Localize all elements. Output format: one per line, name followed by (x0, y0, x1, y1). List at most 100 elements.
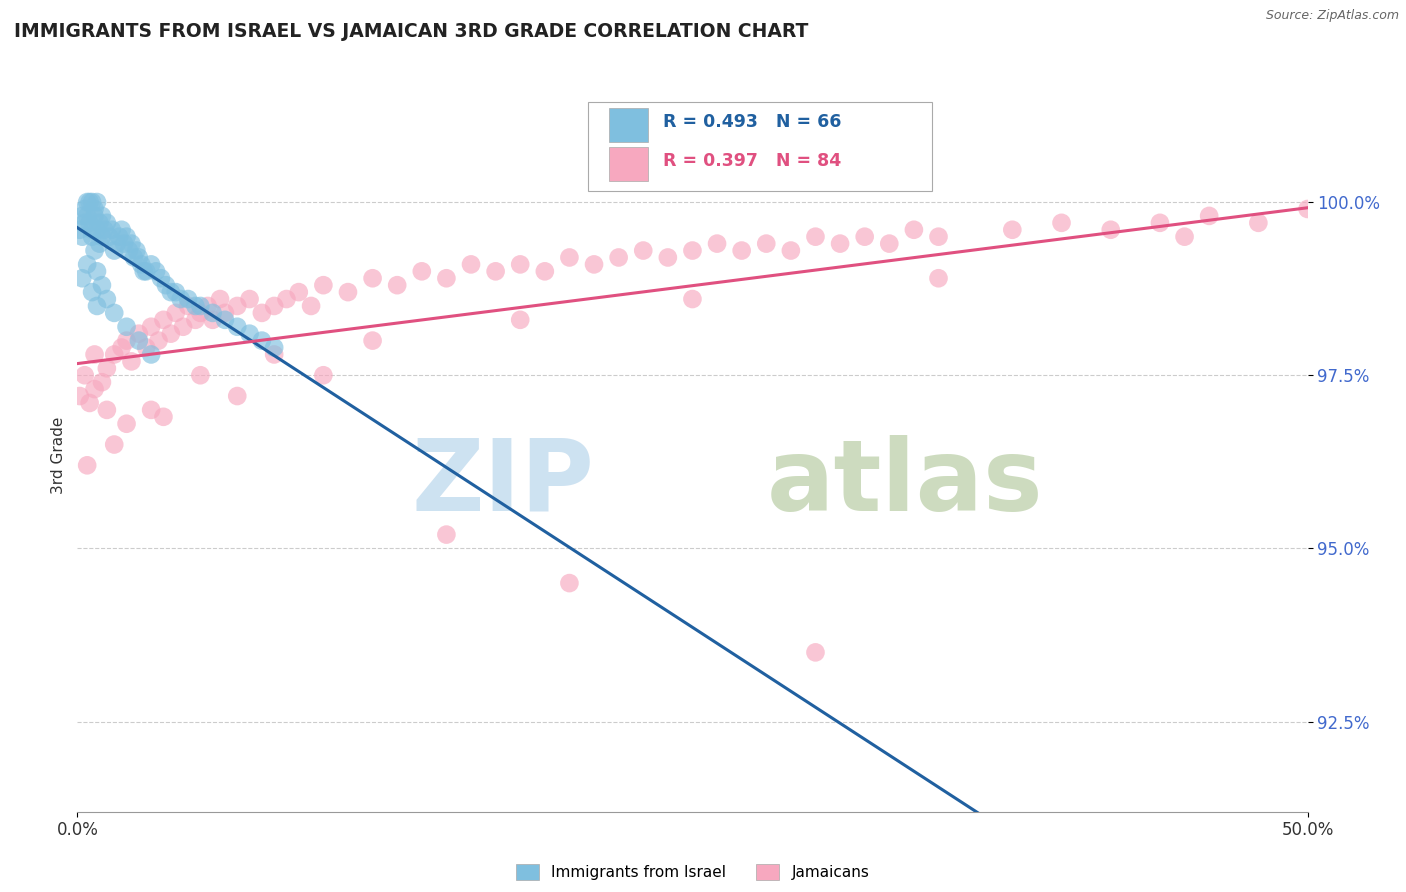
Point (82, 229, 104, 244)
Point (201, 306, 224, 320)
Point (83, 244, 105, 258)
Point (90, 209, 114, 223)
Point (804, 229, 827, 244)
Point (98, 229, 121, 244)
Point (141, 257, 163, 271)
Point (485, 264, 508, 278)
Point (830, 236, 852, 251)
Point (73, 202, 96, 216)
Point (79, 396, 101, 410)
Point (276, 292, 298, 306)
Bar (609, 146, 648, 181)
Point (128, 251, 150, 265)
Point (96, 361, 118, 376)
Point (128, 334, 150, 348)
Point (103, 306, 125, 320)
Point (657, 251, 679, 265)
Point (101, 223, 124, 237)
Point (132, 264, 155, 278)
Point (226, 299, 249, 313)
Point (263, 299, 285, 313)
Point (460, 257, 482, 271)
Point (804, 645, 827, 659)
Point (86, 299, 108, 313)
Point (177, 299, 200, 313)
Point (633, 244, 655, 258)
Point (558, 251, 581, 265)
Point (160, 326, 183, 341)
Point (1296, 202, 1319, 216)
Point (188, 306, 212, 320)
Point (239, 326, 262, 341)
Point (89, 216, 111, 230)
Point (558, 576, 581, 591)
Point (76, 257, 98, 271)
Point (108, 229, 131, 244)
Point (239, 292, 262, 306)
Point (135, 264, 157, 278)
Point (1174, 229, 1197, 244)
Point (70, 229, 93, 244)
Point (209, 292, 232, 306)
Point (141, 403, 163, 417)
Point (148, 334, 170, 348)
Point (172, 319, 194, 334)
Point (115, 334, 138, 348)
Point (125, 244, 148, 258)
Point (141, 319, 163, 334)
Point (214, 306, 236, 320)
Point (141, 347, 163, 361)
Point (1001, 223, 1024, 237)
Point (96, 292, 118, 306)
Point (70, 209, 93, 223)
Point (155, 278, 177, 293)
Point (250, 334, 273, 348)
Point (1198, 209, 1220, 223)
Point (706, 236, 728, 251)
Point (111, 341, 132, 355)
Point (436, 271, 458, 285)
Point (184, 313, 207, 327)
Point (509, 257, 531, 271)
Point (112, 236, 135, 251)
Point (226, 319, 249, 334)
Point (82, 195, 104, 210)
Point (103, 244, 125, 258)
Point (96, 216, 118, 230)
Point (69, 389, 91, 403)
Point (135, 341, 157, 355)
Text: IMMIGRANTS FROM ISRAEL VS JAMAICAN 3RD GRADE CORRELATION CHART: IMMIGRANTS FROM ISRAEL VS JAMAICAN 3RD G… (14, 22, 808, 41)
Point (184, 299, 207, 313)
Point (70, 271, 93, 285)
Point (312, 368, 335, 383)
Point (90, 278, 114, 293)
Point (69, 223, 91, 237)
Point (76, 458, 98, 473)
Point (1050, 216, 1073, 230)
Point (250, 306, 273, 320)
Point (90, 229, 114, 244)
Point (76, 209, 98, 223)
Point (111, 223, 132, 237)
Point (312, 278, 335, 293)
Point (411, 264, 433, 278)
Point (879, 236, 901, 251)
Point (226, 389, 249, 403)
Point (96, 403, 118, 417)
Point (152, 313, 174, 327)
Point (86, 264, 108, 278)
Legend: Immigrants from Israel, Jamaicans: Immigrants from Israel, Jamaicans (509, 858, 876, 886)
Point (170, 292, 193, 306)
Point (731, 244, 754, 258)
Point (152, 409, 174, 424)
Point (82, 223, 104, 237)
FancyBboxPatch shape (588, 102, 932, 191)
Point (93, 223, 115, 237)
Point (73, 216, 96, 230)
Point (509, 313, 531, 327)
Bar (609, 108, 648, 142)
Point (263, 347, 285, 361)
Point (188, 368, 212, 383)
Point (682, 292, 704, 306)
Point (682, 244, 704, 258)
